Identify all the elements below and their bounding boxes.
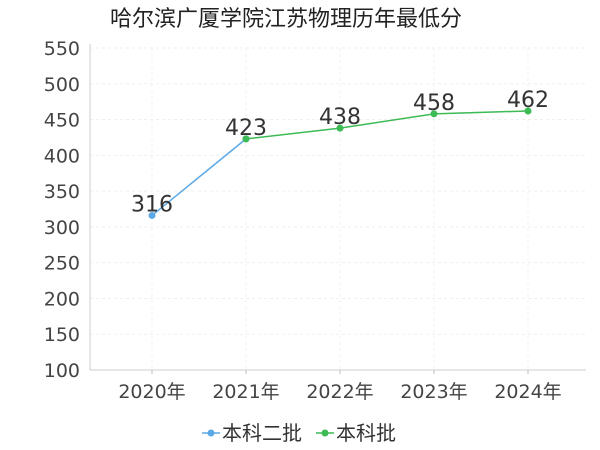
- series-1-point-3: [430, 110, 438, 118]
- data-label-2: 438: [319, 105, 361, 130]
- series-1-point-1: [242, 135, 250, 143]
- series-line-0: [151, 138, 247, 217]
- y-tick-label-300: 300: [44, 217, 80, 239]
- y-tick-label-400: 400: [44, 145, 80, 167]
- series-1-point-4: [524, 107, 532, 115]
- axes: [89, 44, 586, 374]
- series-0-point-0: [148, 211, 156, 219]
- y-tick-label-500: 500: [44, 74, 80, 96]
- y-tick-label-100: 100: [44, 360, 80, 382]
- legend-item-1[interactable]: 本科批: [316, 421, 396, 445]
- y-tick-label-250: 250: [44, 253, 80, 275]
- y-tick-label-150: 150: [44, 324, 80, 346]
- series-1-point-2: [336, 124, 344, 132]
- legend-item-0[interactable]: 本科二批: [202, 421, 302, 445]
- legend-swatch-marker-0: [207, 429, 215, 437]
- x-tick-label-2: 2022年: [306, 381, 373, 403]
- x-tick-label-3: 2023年: [400, 381, 467, 403]
- x-tick-labels: 2020年 2021年 2022年 2023年 2024年: [118, 381, 561, 403]
- y-tick-label-550: 550: [44, 38, 80, 60]
- chart-title: 哈尔滨广厦学院江苏物理历年最低分: [110, 7, 462, 32]
- data-label-3: 458: [413, 91, 455, 116]
- data-label-4: 462: [507, 88, 549, 113]
- legend-label-1: 本科批: [336, 421, 396, 445]
- series-lines: [148, 107, 532, 219]
- y-tick-label-200: 200: [44, 288, 80, 310]
- data-labels: 316 423 438 458 462: [131, 88, 549, 217]
- y-tick-labels: 100 150 200 250 300 350 400 450 500 550: [44, 38, 80, 382]
- legend-swatch-marker-1: [321, 429, 329, 437]
- x-tick-label-0: 2020年: [118, 381, 185, 403]
- x-tick-label-1: 2021年: [212, 381, 279, 403]
- series-line-1: [245, 110, 529, 140]
- data-label-0: 316: [131, 192, 173, 217]
- data-label-1: 423: [225, 116, 267, 141]
- y-tick-label-350: 350: [44, 181, 80, 203]
- y-tick-label-450: 450: [44, 110, 80, 132]
- legend[interactable]: 本科二批 本科批: [202, 421, 396, 445]
- x-tick-label-4: 2024年: [494, 381, 561, 403]
- legend-label-0: 本科二批: [222, 421, 302, 445]
